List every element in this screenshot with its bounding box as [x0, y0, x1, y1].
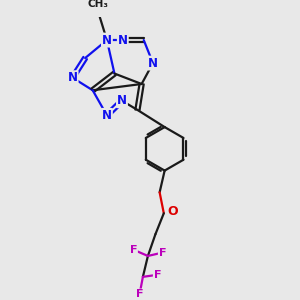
Text: F: F — [154, 270, 161, 280]
Text: F: F — [136, 290, 143, 299]
Text: F: F — [159, 248, 166, 258]
Text: N: N — [148, 57, 158, 70]
Text: N: N — [117, 94, 127, 107]
Text: N: N — [102, 34, 112, 46]
Text: N: N — [102, 109, 112, 122]
Text: O: O — [168, 205, 178, 218]
Text: N: N — [118, 34, 128, 46]
Text: F: F — [130, 245, 137, 255]
Text: N: N — [68, 71, 78, 84]
Text: CH₃: CH₃ — [87, 0, 108, 10]
